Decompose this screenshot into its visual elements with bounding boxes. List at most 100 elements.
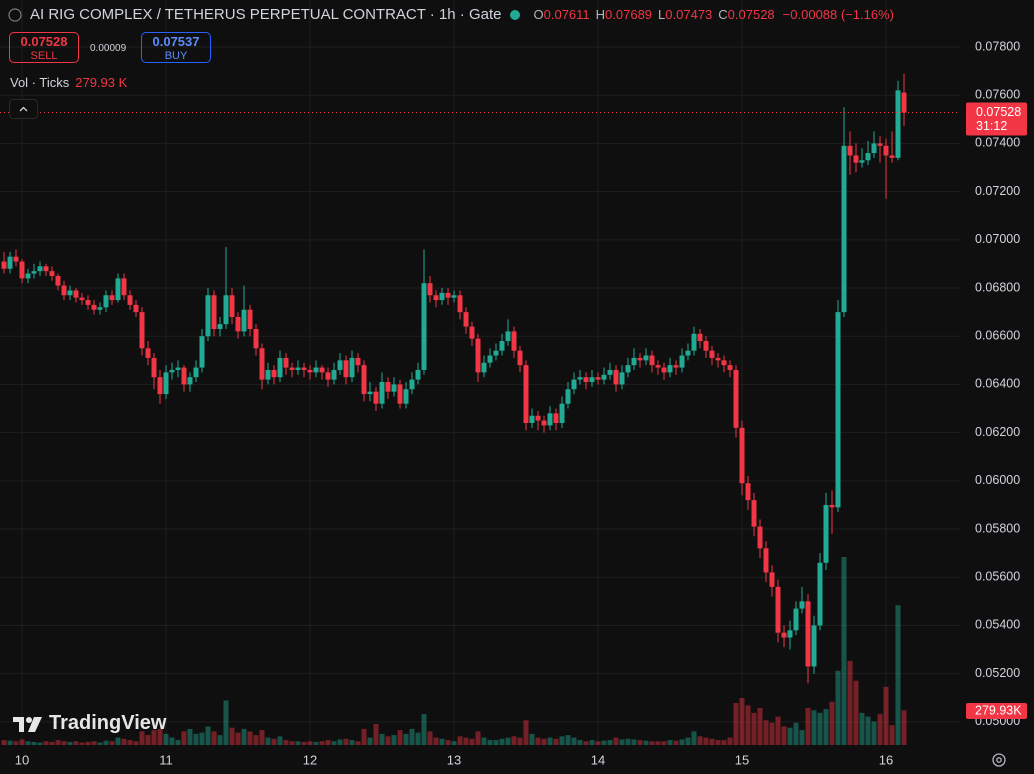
- candle-body: [673, 365, 679, 368]
- volume-bar: [223, 700, 229, 745]
- y-tick-label: 0.07600: [975, 88, 1020, 102]
- volume-bar: [79, 742, 85, 745]
- candle-body: [661, 367, 667, 373]
- candle-body: [25, 273, 31, 279]
- volume-bar: [427, 731, 433, 745]
- volume-bar: [373, 723, 379, 745]
- volume-bar: [211, 731, 217, 745]
- candle-body: [577, 377, 583, 380]
- volume-bar: [571, 737, 577, 745]
- volume-bar: [247, 731, 253, 745]
- volume-bar: [835, 670, 841, 745]
- candle-body: [43, 266, 49, 272]
- volume-bar: [49, 741, 55, 745]
- candle-body: [589, 377, 595, 383]
- volume-bar: [37, 742, 43, 745]
- candle-body: [355, 357, 361, 366]
- candle-body: [457, 295, 463, 313]
- candle-body: [607, 369, 613, 375]
- settings-button[interactable]: [989, 750, 1009, 770]
- candle-body: [427, 283, 433, 296]
- candle-body: [187, 377, 193, 385]
- candle-body: [199, 336, 205, 368]
- volume-bar: [121, 738, 127, 745]
- volume-bar: [865, 716, 871, 745]
- volume-bar: [511, 736, 517, 745]
- volume-bar: [379, 733, 385, 745]
- candle-body: [703, 341, 709, 351]
- buy-button[interactable]: 0.07537 BUY: [141, 32, 211, 63]
- candle-body: [709, 350, 715, 358]
- candle-body: [439, 292, 445, 301]
- volume-bar: [715, 740, 721, 745]
- candle-body: [601, 374, 607, 380]
- volume-bar: [19, 739, 25, 745]
- volume-bar: [259, 730, 265, 745]
- volume-bar: [697, 736, 703, 745]
- volume-bar: [325, 740, 331, 745]
- candle-body: [241, 309, 247, 332]
- volume-bar: [871, 721, 877, 745]
- candle-body: [115, 278, 121, 301]
- market-status: [509, 9, 520, 20]
- collapse-button[interactable]: [9, 99, 38, 119]
- volume-bar: [487, 740, 493, 745]
- candle-body: [193, 367, 199, 378]
- volume-bar: [235, 732, 241, 745]
- volume-bar: [535, 737, 541, 745]
- volume-bar: [817, 712, 823, 745]
- candle-body: [379, 382, 385, 404]
- candle-body: [511, 331, 517, 351]
- candle-body: [535, 415, 541, 421]
- volume-bar: [403, 733, 409, 745]
- candle-body: [343, 360, 349, 378]
- sell-button[interactable]: 0.07528 SELL: [9, 32, 79, 63]
- candle-body: [55, 275, 61, 286]
- volume-bar: [157, 728, 163, 745]
- volume-bar: [367, 737, 373, 745]
- logo-icon: [13, 716, 42, 732]
- volume-bar: [883, 686, 889, 745]
- candle-body: [217, 324, 223, 329]
- candle-body: [859, 160, 865, 163]
- volume-bar: [589, 740, 595, 745]
- candle-body: [685, 350, 691, 356]
- candle-body: [745, 483, 751, 501]
- volume-bar: [703, 737, 709, 745]
- volume-bar: [679, 739, 685, 745]
- price-change: −0.00088 (−1.16%): [782, 7, 894, 22]
- candle-body: [121, 278, 127, 296]
- candle-body: [889, 155, 895, 158]
- candle-body: [865, 153, 871, 161]
- volume-bar: [685, 737, 691, 745]
- x-tick-label: 13: [447, 752, 461, 767]
- volume-bar: [145, 735, 151, 745]
- y-tick-label: 0.06000: [975, 473, 1020, 487]
- volume-bar: [439, 738, 445, 745]
- volume-bar: [85, 741, 91, 745]
- y-tick-label: 0.07400: [975, 136, 1020, 150]
- volume-bar: [649, 741, 655, 745]
- candle-body: [613, 369, 619, 385]
- symbol-title: AI RIG COMPLEX / TETHERUS PERPETUAL CONT…: [30, 6, 502, 23]
- y-tick-label: 0.05200: [975, 666, 1020, 680]
- candle-body: [793, 608, 799, 631]
- candle-body: [595, 377, 601, 380]
- volume-bar: [727, 737, 733, 745]
- candle-body: [553, 413, 559, 423]
- volume-bar: [475, 731, 481, 745]
- volume-bar: [607, 740, 613, 745]
- volume-bar: [355, 741, 361, 745]
- volume-bar: [163, 733, 169, 745]
- y-tick-label: 0.06200: [975, 425, 1020, 439]
- x-tick-label: 12: [303, 752, 317, 767]
- candle-body: [313, 367, 319, 373]
- candle-body: [877, 143, 883, 146]
- candle-body: [739, 427, 745, 484]
- volume-bar: [709, 738, 715, 745]
- volume-value: 279.93 K: [75, 75, 128, 90]
- candle-body: [817, 562, 823, 626]
- candle-body: [463, 312, 469, 327]
